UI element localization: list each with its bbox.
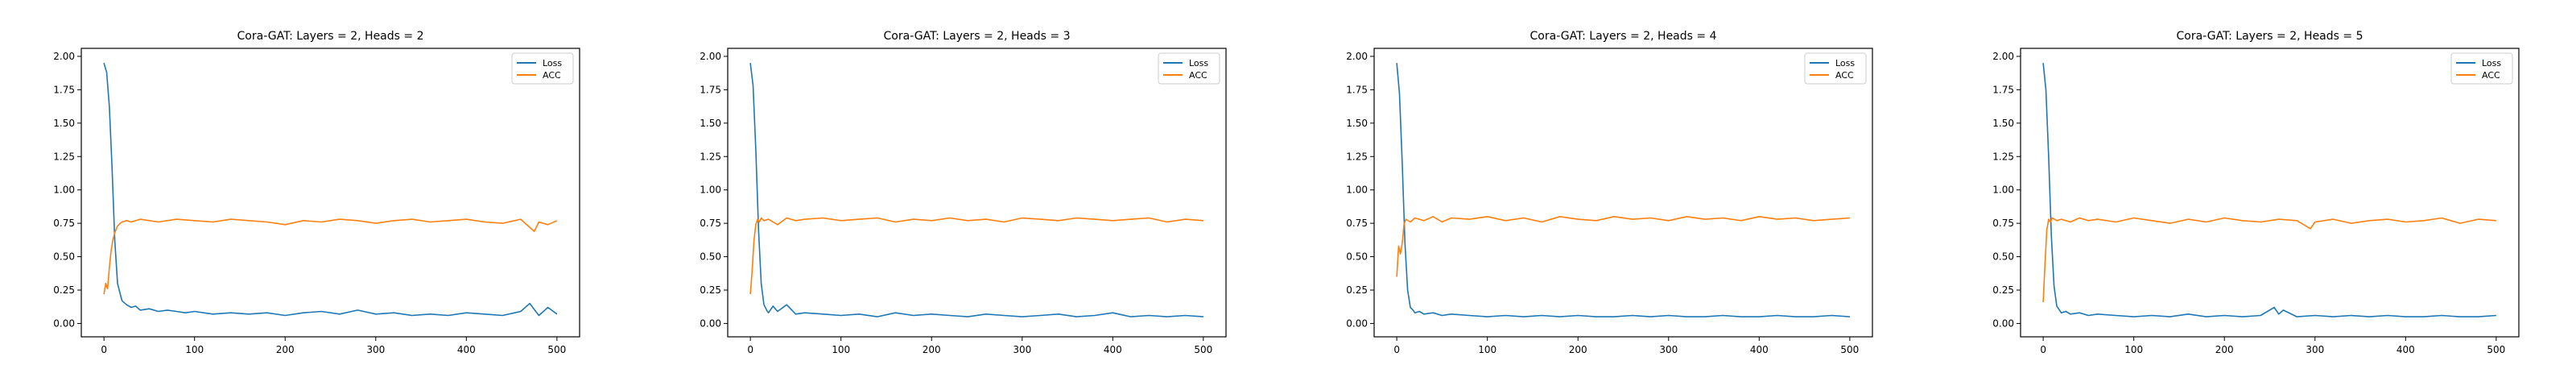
- y-tick-label: 1.75: [53, 84, 75, 95]
- axes-frame: [2020, 48, 2520, 338]
- y-tick-label: 1.50: [1346, 118, 1368, 129]
- legend-label-acc: ACC: [1189, 70, 1208, 81]
- y-tick-label: 0.00: [1992, 317, 2014, 329]
- legend-box: [1158, 52, 1220, 85]
- series-line-loss: [749, 63, 1203, 317]
- axes-frame: [727, 48, 1227, 338]
- x-tick-label: 400: [1750, 344, 1769, 355]
- x-tick-label: 0: [747, 344, 753, 355]
- legend-label-loss: Loss: [2482, 58, 2501, 68]
- chart-panel-2: Cora-GAT: Layers = 2, Heads = 3 0 100 200 30…: [700, 30, 1227, 355]
- x-tick-label: 0: [101, 344, 107, 355]
- y-tick-label: 1.25: [1992, 151, 2014, 162]
- y-tick-label: 1.25: [700, 151, 721, 162]
- legend-box: [1804, 52, 1867, 85]
- y-tick-label: 1.50: [1992, 118, 2014, 129]
- y-tick-label: 0.50: [1346, 251, 1368, 263]
- x-tick-label: 0: [2040, 344, 2046, 355]
- series-line-loss: [1396, 63, 1850, 317]
- x-tick-label: 100: [1478, 344, 1496, 355]
- legend-box: [2450, 52, 2513, 85]
- y-tick-label: 2.00: [1992, 51, 2014, 62]
- y-tick-label: 0.50: [700, 251, 721, 263]
- y-tick-label: 0.25: [1346, 284, 1368, 296]
- series-line-loss: [2042, 63, 2496, 317]
- y-tick-label: 1.50: [700, 118, 721, 129]
- x-tick-label: 100: [185, 344, 204, 355]
- y-tick-label: 0.50: [53, 251, 75, 263]
- x-tick-label: 0: [1393, 344, 1400, 355]
- x-tick-label: 200: [923, 344, 941, 355]
- chart-panel-1: Cora-GAT: Layers = 2, Heads = 2 0 100 200 30…: [53, 30, 580, 355]
- y-tick-label: 2.00: [53, 51, 75, 62]
- series-line-acc: [749, 217, 1203, 295]
- x-tick-label: 200: [276, 344, 295, 355]
- y-tick-label: 0.25: [53, 284, 75, 296]
- axes-frame: [80, 48, 580, 338]
- x-tick-label: 100: [2124, 344, 2143, 355]
- y-tick-label: 1.00: [1346, 185, 1368, 196]
- chart-panel-3: Cora-GAT: Layers = 2, Heads = 4 0 100 200 30…: [1346, 30, 1873, 355]
- y-tick-label: 1.75: [1346, 84, 1368, 95]
- x-tick-label: 200: [1569, 344, 1587, 355]
- y-tick-label: 1.00: [700, 185, 721, 196]
- chart-title: Cora-GAT: Layers = 2, Heads = 5: [2177, 30, 2363, 43]
- x-tick-label: 500: [1194, 344, 1212, 355]
- series-line-acc: [2042, 217, 2496, 302]
- y-tick-label: 0.75: [700, 218, 721, 229]
- y-tick-label: 0.75: [1992, 218, 2014, 229]
- chart-title: Cora-GAT: Layers = 2, Heads = 4: [1530, 30, 1717, 43]
- chart-panel-4: Cora-GAT: Layers = 2, Heads = 5 0 100 200 30…: [1992, 30, 2520, 355]
- y-tick-label: 0.00: [700, 317, 721, 329]
- series-line-acc: [1396, 215, 1850, 277]
- y-tick-label: 2.00: [1346, 51, 1368, 62]
- x-tick-label: 500: [547, 344, 566, 355]
- y-tick-label: 1.50: [53, 118, 75, 129]
- y-tick-label: 0.75: [1346, 218, 1368, 229]
- legend: Loss ACC: [511, 52, 574, 85]
- legend-label-loss: Loss: [1189, 58, 1208, 68]
- legend-label-acc: ACC: [2482, 70, 2500, 81]
- x-tick-label: 400: [457, 344, 476, 355]
- x-tick-label: 500: [2487, 344, 2505, 355]
- x-tick-label: 300: [1659, 344, 1678, 355]
- series-line-loss: [103, 62, 558, 317]
- y-tick-label: 1.00: [53, 185, 75, 196]
- x-tick-label: 400: [1104, 344, 1122, 355]
- y-tick-label: 2.00: [700, 51, 721, 62]
- legend-box: [511, 52, 574, 85]
- series-line-acc: [103, 218, 558, 295]
- chart-title: Cora-GAT: Layers = 2, Heads = 2: [237, 30, 424, 43]
- y-tick-label: 1.25: [1346, 151, 1368, 162]
- legend-label-loss: Loss: [543, 58, 562, 68]
- legend-label-acc: ACC: [1835, 70, 1854, 81]
- chart-title: Cora-GAT: Layers = 2, Heads = 3: [884, 30, 1071, 43]
- legend-label-loss: Loss: [1835, 58, 1855, 68]
- legend: Loss ACC: [2450, 52, 2513, 85]
- legend: Loss ACC: [1804, 52, 1867, 85]
- x-tick-label: 400: [2396, 344, 2415, 355]
- x-tick-label: 300: [366, 344, 385, 355]
- y-tick-label: 1.25: [53, 151, 75, 162]
- y-tick-label: 0.00: [1346, 317, 1368, 329]
- legend: Loss ACC: [1158, 52, 1220, 85]
- x-tick-label: 300: [2306, 344, 2324, 355]
- y-tick-label: 0.50: [1992, 251, 2014, 263]
- y-tick-label: 1.75: [700, 84, 721, 95]
- x-tick-label: 100: [832, 344, 850, 355]
- x-tick-label: 500: [1840, 344, 1859, 355]
- y-tick-label: 0.00: [53, 317, 75, 329]
- x-tick-label: 200: [2215, 344, 2234, 355]
- axes-frame: [1373, 48, 1873, 338]
- y-tick-label: 0.75: [53, 218, 75, 229]
- y-tick-label: 0.25: [700, 284, 721, 296]
- y-tick-label: 1.75: [1992, 84, 2014, 95]
- x-tick-label: 300: [1013, 344, 1031, 355]
- legend-label-acc: ACC: [543, 70, 561, 81]
- y-tick-label: 1.00: [1992, 185, 2014, 196]
- y-tick-label: 0.25: [1992, 284, 2014, 296]
